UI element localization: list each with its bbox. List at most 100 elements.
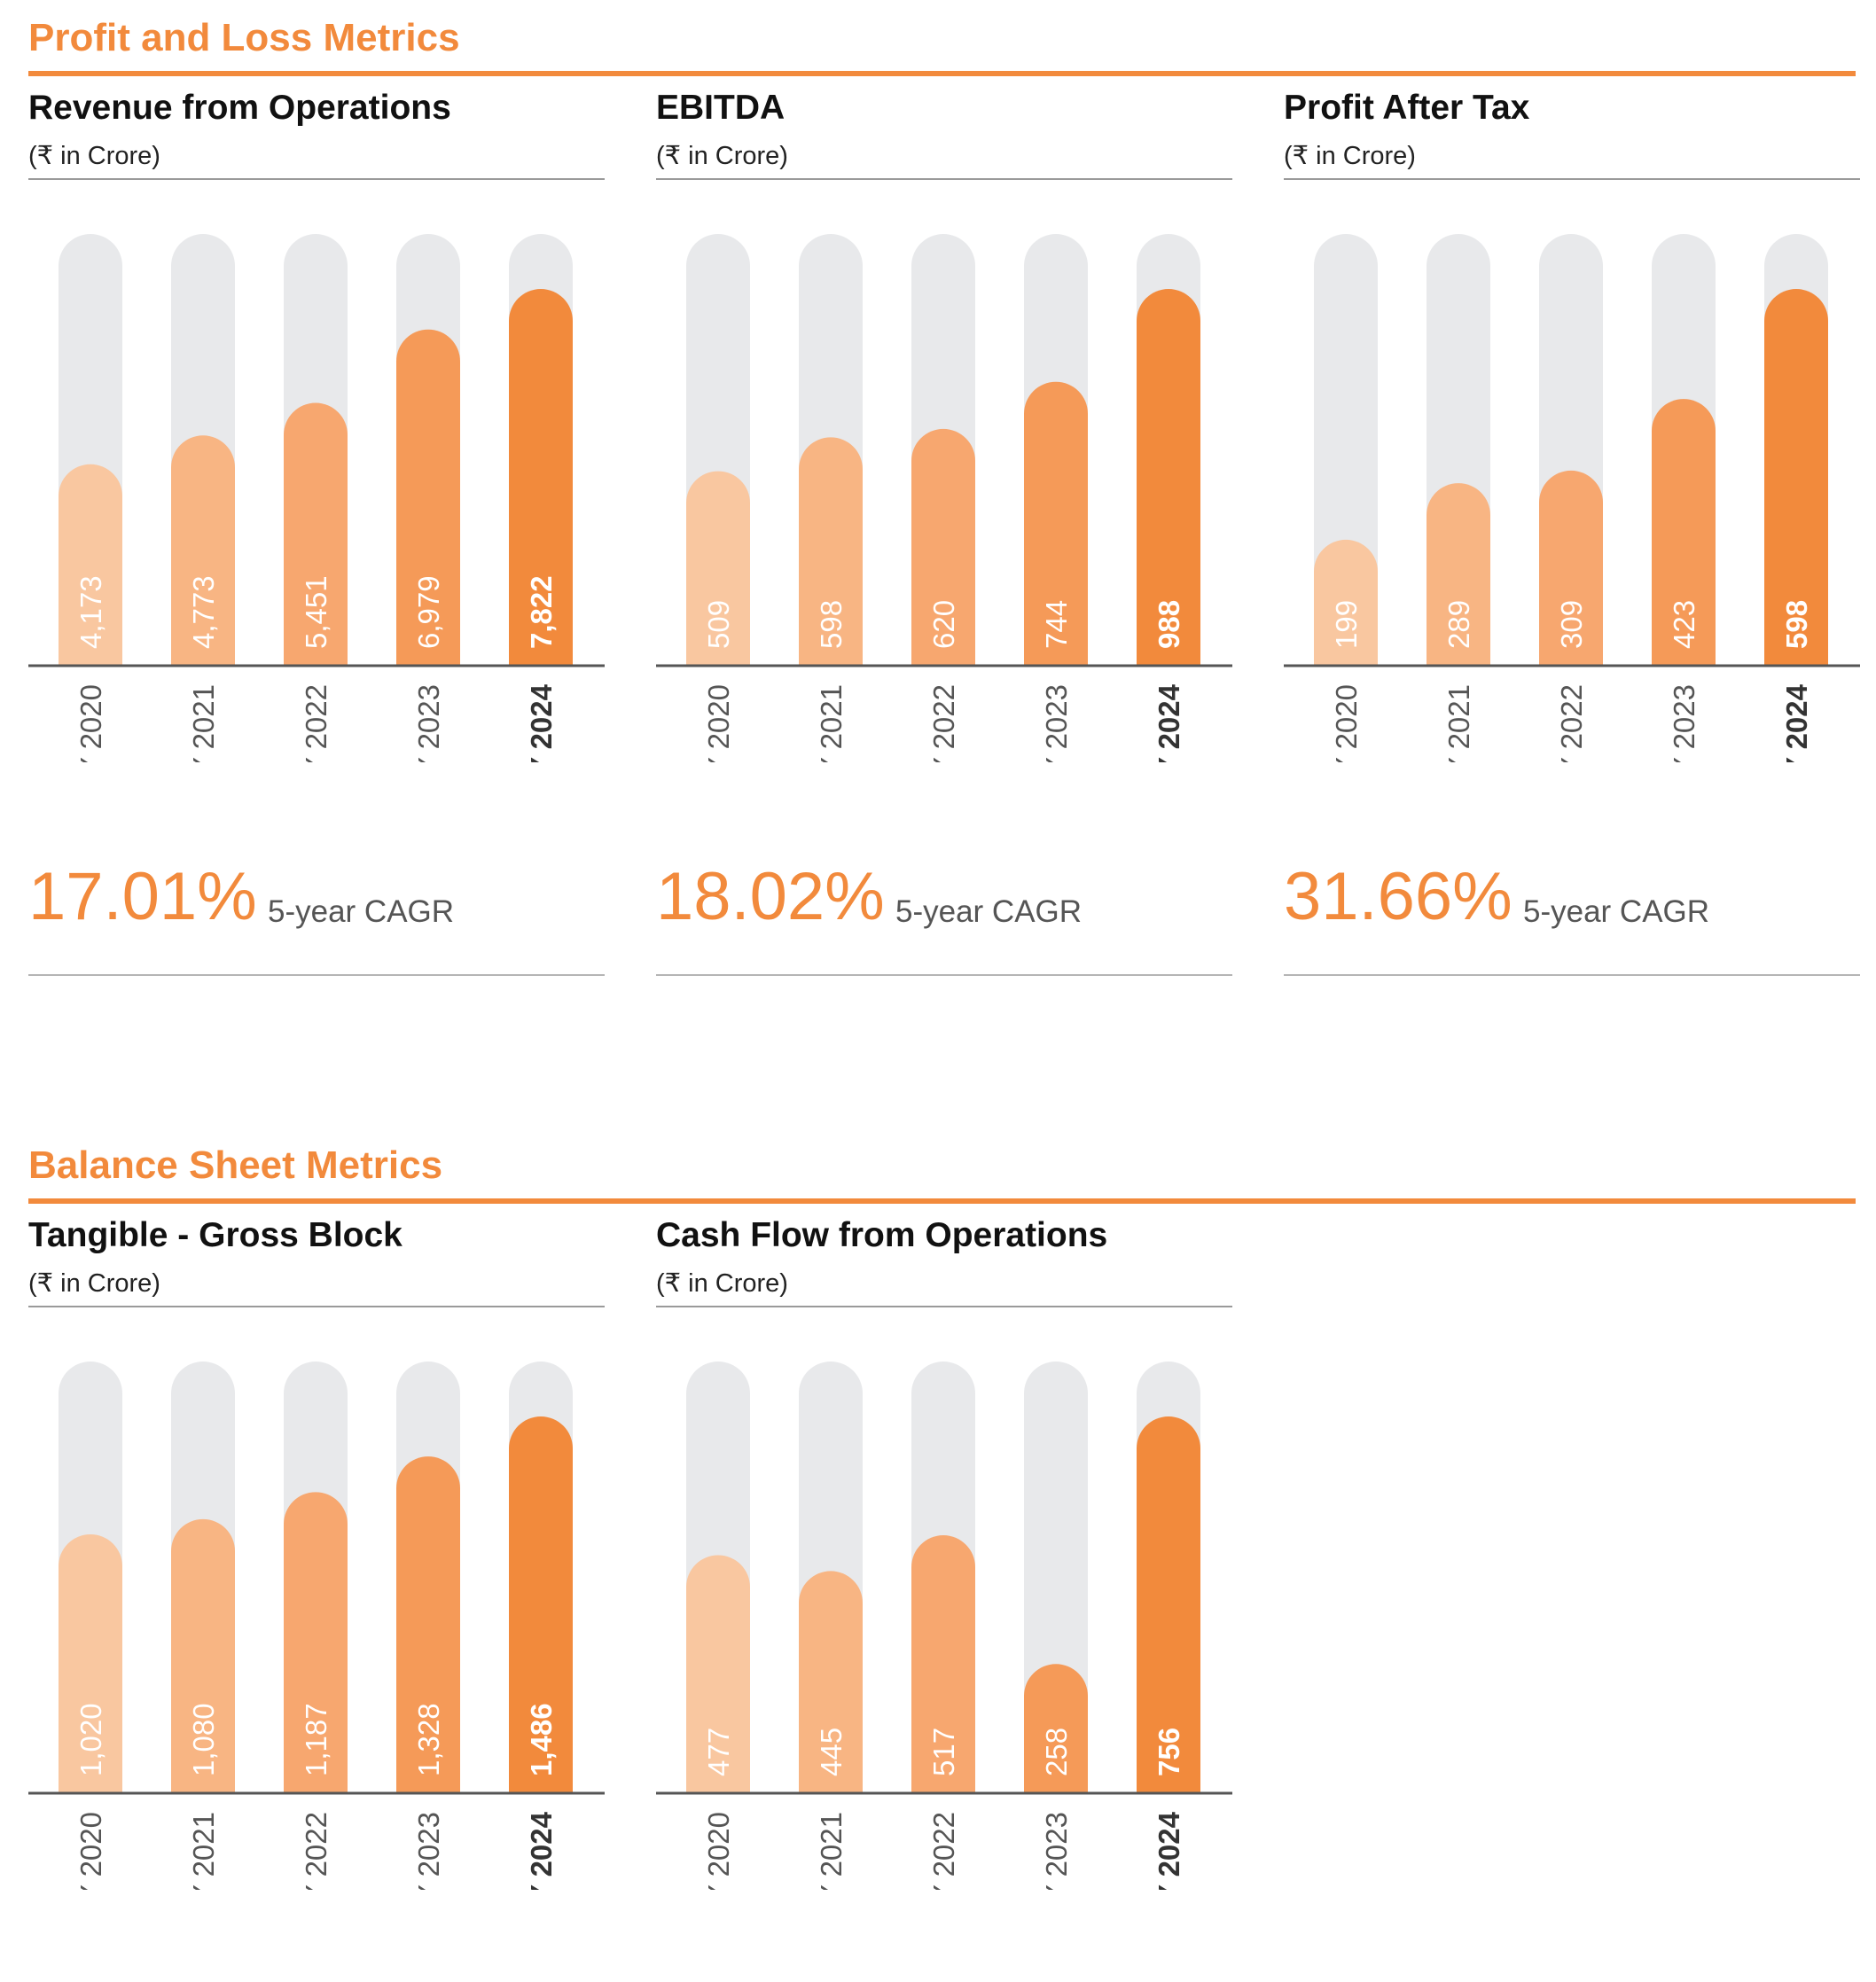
tick-label: FY 2024 [525,1811,558,1890]
tick-label: FY 2022 [927,1812,960,1890]
bar-base [171,633,235,665]
tick-label: FY 2024 [1153,1811,1185,1890]
bar [799,1571,863,1792]
bar [396,329,460,665]
tick-label: FY 2023 [412,684,445,762]
tick-label: FY 2022 [1555,684,1588,762]
bar-base [284,633,348,665]
chart-title: Revenue from Operations [28,89,451,127]
chart-unit: (₹ in Crore) [28,142,160,170]
data-label: 1,486 [525,1703,558,1776]
cash-flow-bar-chart: 477 FY 2020 445 FY 2021 517 FY 2022 258 FY 2023… [656,1362,1232,1890]
tick-label: FY 2023 [412,1812,445,1890]
bar-base [284,1760,348,1792]
data-label: 4,173 [74,575,107,649]
divider [1284,178,1860,180]
tick-label: FY 2021 [187,684,220,762]
tick-label: FY 2022 [300,1812,332,1890]
bar [171,1518,235,1792]
bar [686,1555,750,1792]
data-label: 744 [1040,600,1073,649]
chart-title: Tangible - Gross Block [28,1216,403,1254]
bar-base [396,633,460,665]
tick-label: FY 2021 [187,1812,220,1890]
bar-base [686,633,750,665]
bar-base [1652,633,1716,665]
bar [1024,381,1088,665]
tick-label: FY 2020 [74,1812,107,1890]
data-label: 620 [927,600,960,649]
bar [1427,483,1490,665]
bar [284,402,348,665]
bar [1024,1664,1088,1792]
bar-base [1427,633,1490,665]
tick-label: FY 2021 [1442,684,1475,762]
cagr-value: 17.01% [28,859,257,934]
divider [28,1306,605,1307]
data-label: 309 [1555,600,1588,649]
cagr-label: 5-year CAGR [268,894,455,929]
tick-label: FY 2023 [1040,684,1073,762]
data-label: 1,187 [300,1703,332,1776]
bar [509,1416,573,1792]
chart-title: Profit After Tax [1284,89,1530,127]
tick-label: FY 2022 [927,684,960,762]
cagr-block: 31.66% 5-year CAGR [1284,863,1860,931]
data-label: 756 [1153,1728,1185,1776]
section-title-balance-sheet: Balance Sheet Metrics [28,1143,443,1187]
data-label: 7,822 [525,575,558,649]
bar-base [1024,633,1088,665]
tick-label: FY 2024 [1153,683,1185,762]
cagr-label: 5-year CAGR [895,894,1083,929]
bar-base [1024,1760,1088,1792]
chart-unit: (₹ in Crore) [28,1269,160,1298]
revenue-bar-chart: 4,173 FY 2020 4,773 FY 2021 5,451 FY 2022 6,97… [28,234,605,762]
chart-title: Cash Flow from Operations [656,1216,1108,1254]
tick-label: FY 2020 [702,684,735,762]
bar-base [1314,633,1378,665]
section-divider [28,71,1856,76]
data-label: 1,080 [187,1703,220,1776]
bar-base [1539,633,1603,665]
divider [1284,974,1860,976]
bar-base [59,1760,122,1792]
cagr-block: 18.02% 5-year CAGR [656,863,1232,931]
divider [28,178,605,180]
bar-base [171,1760,235,1792]
bar [799,437,863,665]
data-label: 598 [1780,600,1813,649]
tick-label: FY 2020 [702,1812,735,1890]
bar [1652,399,1716,665]
section-title-profit-loss: Profit and Loss Metrics [28,16,460,59]
data-label: 988 [1153,600,1185,649]
chart-unit: (₹ in Crore) [1284,142,1416,170]
section-divider [28,1198,1856,1204]
divider [656,1306,1232,1307]
data-label: 509 [702,600,735,649]
bar-base [1137,1760,1200,1792]
chart-title: EBITDA [656,89,786,127]
bar [509,289,573,665]
tick-label: FY 2021 [815,1812,848,1890]
revenue-chart-panel: Revenue from Operations (₹ in Crore) 4,1… [28,89,605,976]
bar [911,428,975,665]
bar-base [911,633,975,665]
data-label: 423 [1668,600,1700,649]
tick-label: FY 2024 [1780,683,1813,762]
bar [1764,289,1828,665]
tick-label: FY 2024 [525,683,558,762]
bar [686,471,750,665]
data-label: 6,979 [412,575,445,649]
tick-label: FY 2023 [1668,684,1700,762]
cagr-label: 5-year CAGR [1523,894,1710,929]
data-label: 289 [1442,600,1475,649]
bar [396,1456,460,1792]
chart-unit: (₹ in Crore) [656,142,788,170]
ebitda-bar-chart: 509 FY 2020 598 FY 2021 620 FY 2022 744 FY 2023… [656,234,1232,762]
cagr-value: 18.02% [656,859,885,934]
bar [59,1533,122,1792]
bar-base [509,1760,573,1792]
data-label: 199 [1330,600,1363,649]
ebitda-chart-panel: EBITDA (₹ in Crore) 509 FY 2020 598 FY 2021… [656,89,1232,976]
bar-base [799,633,863,665]
